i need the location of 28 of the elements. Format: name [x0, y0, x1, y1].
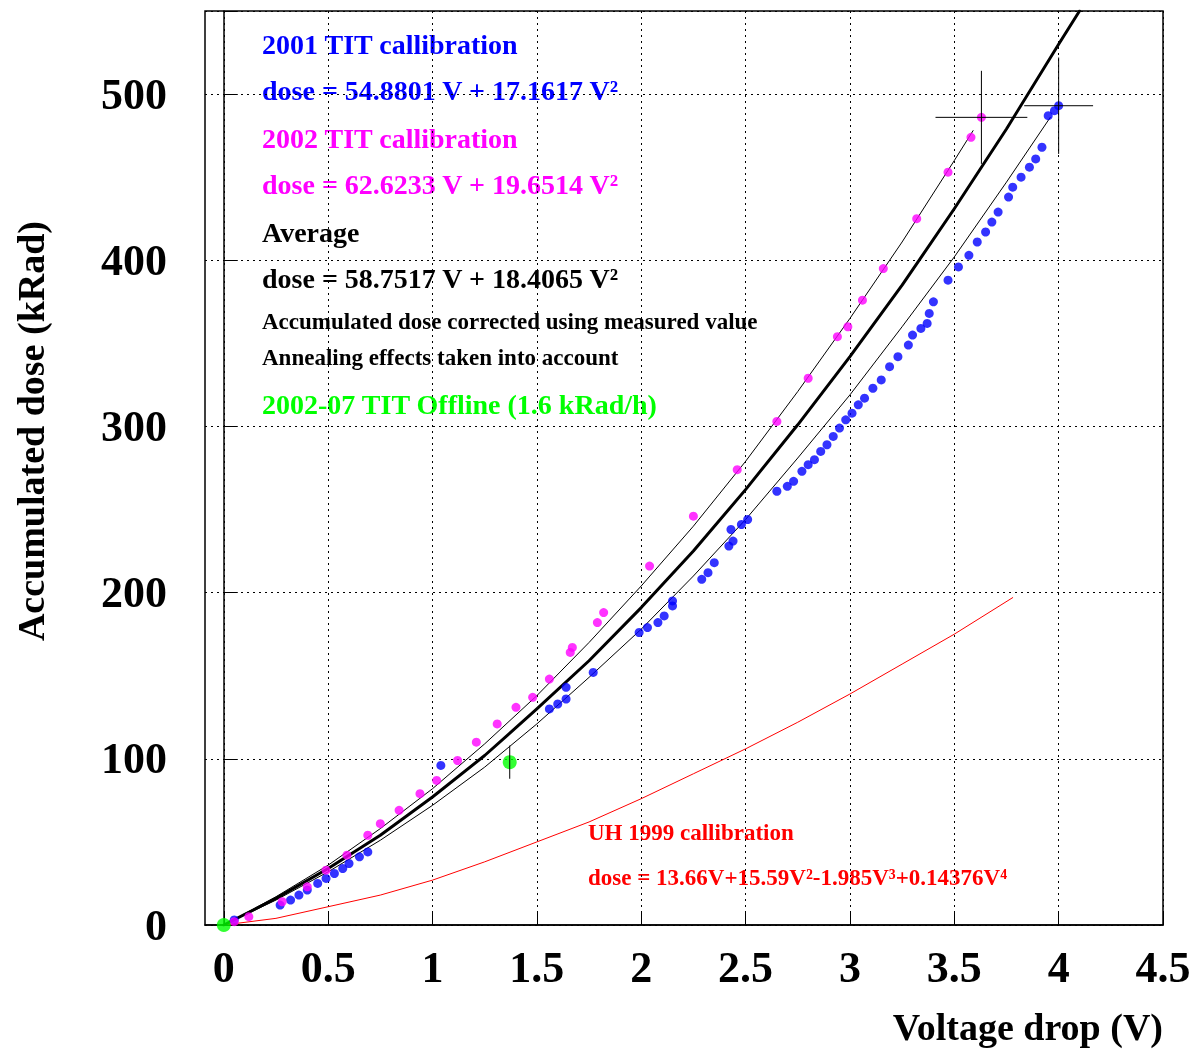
y-tick-label: 500 [101, 69, 167, 119]
x-tick-label: 4.5 [1135, 942, 1191, 992]
x-tick-label: 0 [212, 942, 235, 992]
text: Average [262, 216, 360, 248]
x-tick-label: 3 [838, 942, 861, 992]
annotation: Accumulated dose corrected using measured value [262, 309, 758, 334]
x-tick-label: 4 [1047, 942, 1070, 992]
series-label: UH 1999 callibration [588, 820, 794, 845]
x-tick-label: 1 [421, 942, 444, 992]
text: 2002-07 TIT Offline (1.6 kRad/h) [262, 388, 657, 420]
y-tick-label: 300 [101, 401, 167, 451]
annotation: dose = 62.6233 V + 19.6514 V² [262, 168, 619, 200]
y-tick-label: 200 [101, 568, 167, 618]
y-tick-label: 400 [101, 235, 167, 285]
x-tick-label: 2 [630, 942, 653, 992]
y-tick-label: 0 [145, 900, 167, 950]
x-axis-title: Voltage drop (V) [892, 1006, 1163, 1049]
x-tick-label: 2.5 [718, 942, 774, 992]
annotation: dose = 54.8801 V + 17.1617 V² [262, 74, 619, 106]
annotation: dose = 13.66V+15.59V²-1.985V³+0.14376V⁴ [588, 865, 1008, 890]
text: 2001 TIT callibration [262, 28, 519, 60]
x-tick-label: 0.5 [300, 942, 356, 992]
y-axis-title: Accumulated dose (kRad) [10, 220, 53, 642]
y-tick-label: 100 [101, 734, 167, 784]
annotation: Annealing effects taken into account [262, 345, 619, 370]
x-tick-label: 1.5 [509, 942, 565, 992]
text: 2002 TIT callibration [262, 122, 519, 154]
x-tick-label: 3.5 [926, 942, 982, 992]
